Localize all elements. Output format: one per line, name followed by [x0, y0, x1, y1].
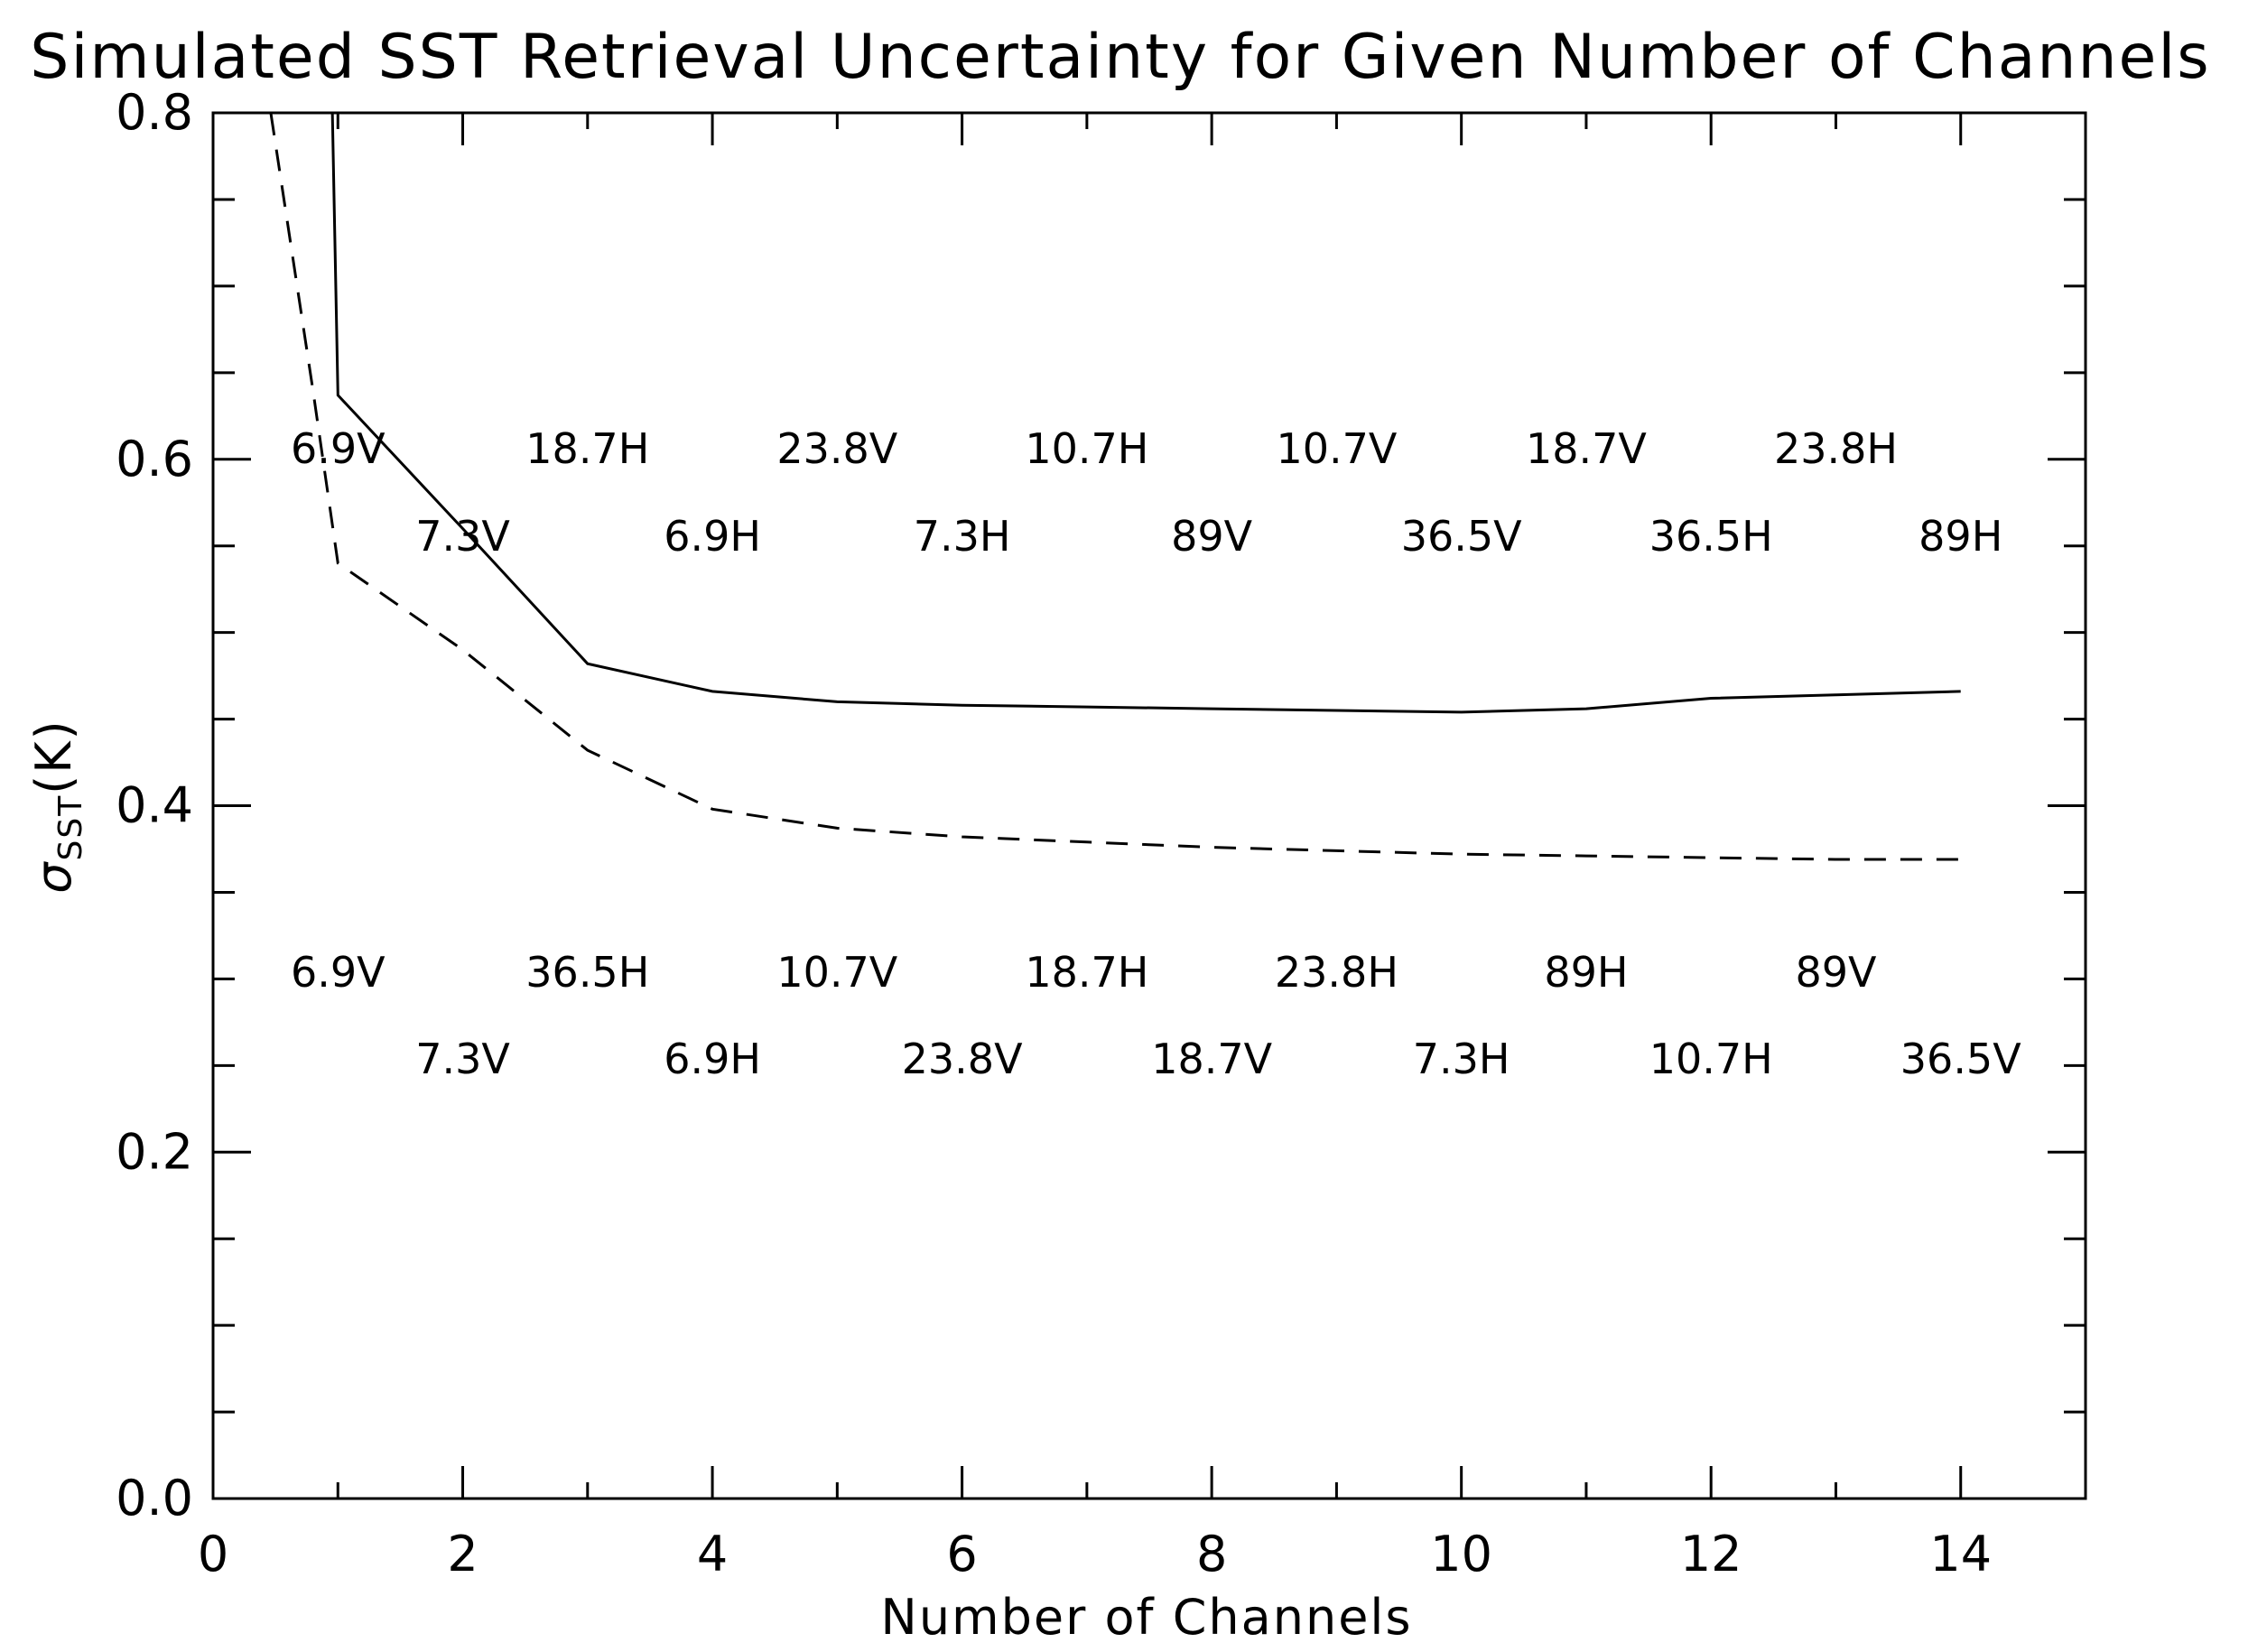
y-axis-subscript: SST [52, 794, 89, 861]
channel-label-solid: 23.8V [776, 424, 897, 473]
channel-label-dashed: 6.9V [291, 948, 386, 997]
y-axis-symbol: σ [25, 861, 82, 894]
channel-label-solid: 10.7H [1025, 424, 1148, 473]
channel-label-solid: 18.7V [1526, 424, 1647, 473]
channel-label-dashed: 7.3V [415, 1035, 510, 1083]
channel-label-solid: 23.8H [1774, 424, 1898, 473]
channel-label-solid: 7.3V [415, 512, 510, 561]
channel-label-solid: 6.9H [664, 512, 761, 561]
y-tick-label: 0.4 [116, 777, 193, 834]
channel-label-dashed: 6.9H [664, 1035, 761, 1083]
channel-label-dashed: 18.7V [1151, 1035, 1272, 1083]
y-tick-label: 0.6 [116, 431, 193, 487]
x-tick-label: 2 [447, 1526, 478, 1582]
chart-title: Simulated SST Retrieval Uncertainty for … [30, 22, 2210, 93]
series-line-dashed [269, 113, 1961, 861]
x-tick-label: 10 [1430, 1526, 1492, 1582]
channel-label-dashed: 23.8H [1275, 948, 1398, 997]
x-tick-label: 4 [697, 1526, 728, 1582]
y-axis-unit: (K) [25, 719, 82, 794]
x-tick-label: 6 [946, 1526, 977, 1582]
axis-ticks [211, 111, 2087, 1500]
channel-label-dashed: 10.7H [1649, 1035, 1773, 1083]
channel-label-dashed: 36.5V [1900, 1035, 2021, 1083]
channel-label-solid: 36.5V [1401, 512, 1522, 561]
channel-label-solid: 89H [1919, 512, 2002, 561]
svg-text:σSST(K): σSST(K) [25, 719, 89, 893]
series-lines [269, 113, 1961, 861]
x-tick-label: 14 [1929, 1526, 1992, 1582]
channel-label-dashed: 18.7H [1025, 948, 1148, 997]
x-axis-title: Number of Channels [880, 1589, 1412, 1646]
channel-labels: 6.9V7.3V18.7H6.9H23.8V7.3H10.7H89V10.7V3… [291, 424, 2021, 1083]
channel-label-solid: 36.5H [1649, 512, 1773, 561]
channel-label-dashed: 23.8V [902, 1035, 1023, 1083]
channel-label-dashed: 7.3H [1413, 1035, 1510, 1083]
y-tick-label: 0.2 [116, 1123, 193, 1180]
series-line-solid [330, 113, 1961, 714]
plot-frame [211, 111, 2087, 1500]
channel-label-dashed: 36.5H [525, 948, 649, 997]
channel-label-dashed: 89H [1544, 948, 1628, 997]
channel-label-solid: 6.9V [291, 424, 386, 473]
channel-label-dashed: 10.7V [776, 948, 897, 997]
y-tick-label: 0.0 [116, 1470, 193, 1527]
channel-label-solid: 89V [1171, 512, 1253, 561]
y-axis-title: σSST(K) [25, 719, 89, 893]
x-tick-label: 8 [1196, 1526, 1227, 1582]
channel-label-solid: 18.7H [525, 424, 649, 473]
channel-label-solid: 10.7V [1276, 424, 1397, 473]
axis-tick-labels: 0 2 4 6 8 10 12 14 0.0 0.2 0.4 0.6 0.8 [116, 84, 1992, 1582]
channel-label-dashed: 89V [1795, 948, 1877, 997]
y-tick-label: 0.8 [116, 84, 193, 141]
x-tick-label: 0 [198, 1526, 228, 1582]
channel-label-solid: 7.3H [914, 512, 1011, 561]
x-tick-label: 12 [1680, 1526, 1742, 1582]
